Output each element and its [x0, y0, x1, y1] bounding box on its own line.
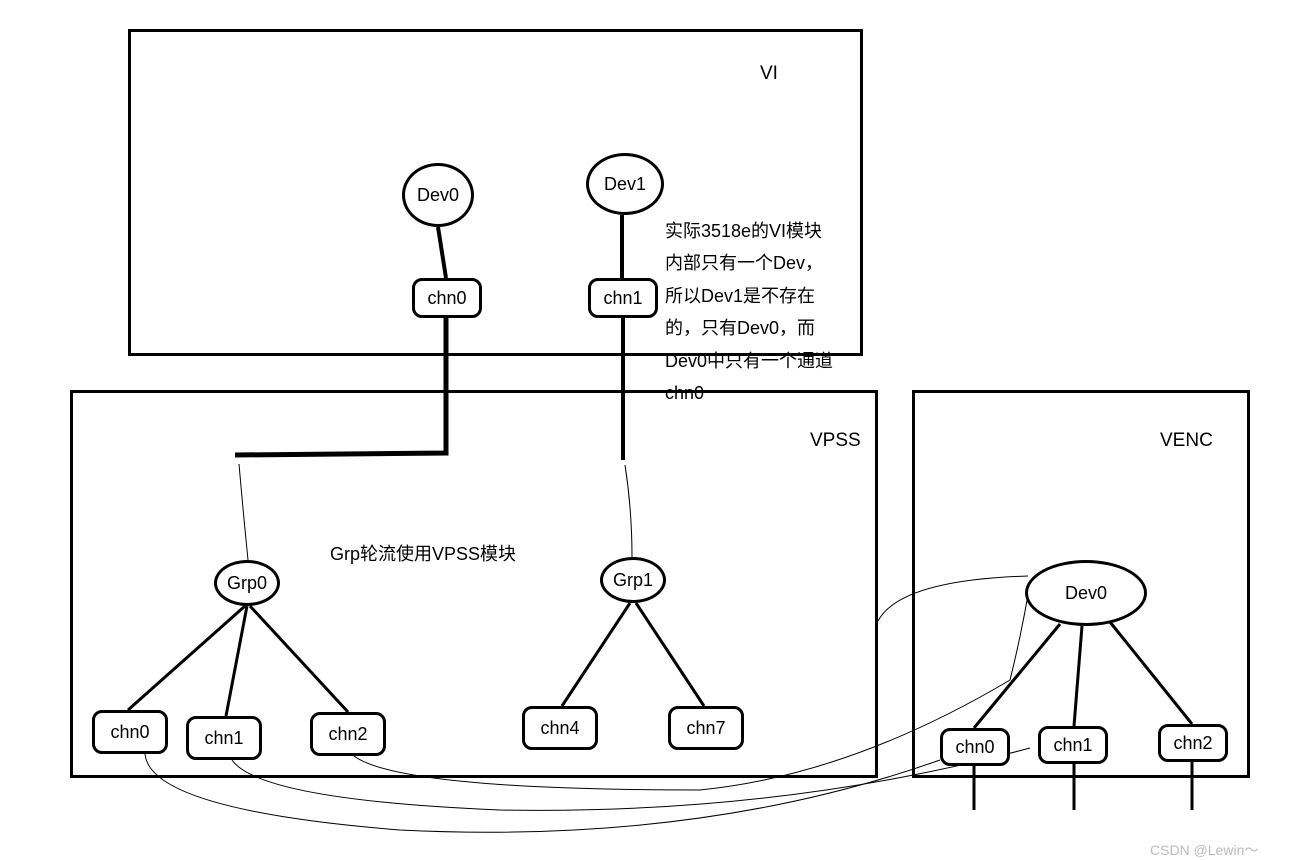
- vpss-chn7-label: chn7: [686, 718, 725, 739]
- annotation-line: 实际3518e的VI模块: [665, 215, 845, 247]
- venc-chn1-label: chn1: [1053, 735, 1092, 756]
- annotation-line: 所以Dev1是不存在: [665, 280, 845, 312]
- vpss-chn0-label: chn0: [110, 722, 149, 743]
- vi-annotation: 实际3518e的VI模块 内部只有一个Dev， 所以Dev1是不存在 的，只有D…: [665, 215, 845, 409]
- vpss-grp0-label: Grp0: [227, 573, 267, 594]
- vi-chn0-label: chn0: [427, 288, 466, 309]
- vi-dev0-node: Dev0: [402, 163, 474, 227]
- venc-chn2-label: chn2: [1173, 733, 1212, 754]
- venc-chn1-node: chn1: [1038, 726, 1108, 764]
- vpss-chn4-label: chn4: [540, 718, 579, 739]
- venc-chn0-label: chn0: [955, 737, 994, 758]
- vpss-chn1-node: chn1: [186, 716, 262, 760]
- annotation-line: Dev0中只有一个通道: [665, 345, 845, 377]
- annotation-line: 的，只有Dev0，而: [665, 312, 845, 344]
- venc-label: VENC: [1160, 430, 1213, 452]
- vi-dev0-label: Dev0: [417, 185, 459, 206]
- venc-chn0-node: chn0: [940, 728, 1010, 766]
- vi-dev1-label: Dev1: [604, 174, 646, 195]
- vpss-grp-note: Grp轮流使用VPSS模块: [330, 540, 516, 566]
- vpss-chn1-label: chn1: [204, 728, 243, 749]
- vi-dev1-node: Dev1: [586, 153, 664, 215]
- vpss-chn2-label: chn2: [328, 724, 367, 745]
- vpss-chn0-node: chn0: [92, 710, 168, 754]
- annotation-line: 内部只有一个Dev，: [665, 247, 845, 279]
- vi-chn0-node: chn0: [412, 278, 482, 318]
- vpss-grp0-node: Grp0: [214, 560, 280, 606]
- vpss-label: VPSS: [810, 430, 861, 452]
- vpss-chn2-node: chn2: [310, 712, 386, 756]
- vpss-grp1-node: Grp1: [600, 557, 666, 603]
- vi-label: VI: [760, 63, 778, 85]
- vpss-grp1-label: Grp1: [613, 570, 653, 591]
- venc-dev0-node: Dev0: [1025, 560, 1147, 626]
- venc-chn2-node: chn2: [1158, 724, 1228, 762]
- vpss-chn4-node: chn4: [522, 706, 598, 750]
- vpss-chn7-node: chn7: [668, 706, 744, 750]
- watermark: CSDN @Lewin～: [1150, 840, 1258, 860]
- vi-chn1-label: chn1: [603, 288, 642, 309]
- annotation-line: chn0: [665, 377, 845, 409]
- venc-dev0-label: Dev0: [1065, 583, 1107, 604]
- vi-chn1-node: chn1: [588, 278, 658, 318]
